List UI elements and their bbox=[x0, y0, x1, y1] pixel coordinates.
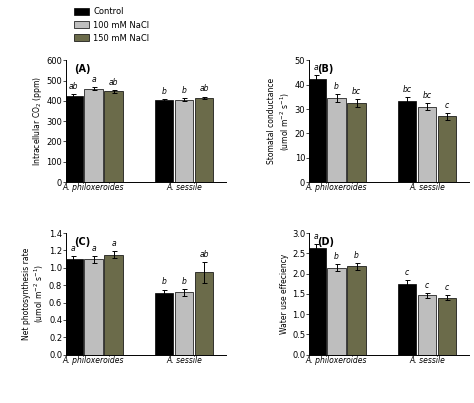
Text: c: c bbox=[405, 268, 409, 277]
Text: ab: ab bbox=[200, 250, 209, 259]
Bar bbox=[327, 98, 346, 182]
Text: a: a bbox=[91, 243, 96, 253]
Bar bbox=[104, 91, 123, 182]
Y-axis label: Intracellular CO$_2$ (ppm): Intracellular CO$_2$ (ppm) bbox=[30, 76, 44, 166]
Text: a: a bbox=[71, 243, 76, 253]
Text: b: b bbox=[162, 278, 166, 287]
Text: b: b bbox=[182, 86, 186, 95]
Bar bbox=[398, 284, 416, 355]
Text: c: c bbox=[445, 101, 449, 110]
Text: c: c bbox=[445, 283, 449, 293]
Text: a: a bbox=[314, 232, 319, 241]
Legend: Control, 100 mM NaCl, 150 mM NaCl: Control, 100 mM NaCl, 150 mM NaCl bbox=[71, 4, 153, 46]
Text: b: b bbox=[162, 87, 166, 96]
Bar bbox=[64, 96, 82, 182]
Bar bbox=[347, 266, 366, 355]
Text: a: a bbox=[111, 239, 116, 248]
Text: (D): (D) bbox=[318, 237, 334, 247]
Bar bbox=[195, 98, 213, 182]
Bar bbox=[438, 116, 456, 182]
Y-axis label: Net photosynthesis rate
(umol m$^{-2}$ s$^{-1}$): Net photosynthesis rate (umol m$^{-2}$ s… bbox=[22, 248, 46, 340]
Text: c: c bbox=[425, 280, 429, 290]
Bar bbox=[175, 100, 193, 182]
Bar bbox=[175, 292, 193, 355]
Text: bc: bc bbox=[402, 85, 411, 94]
Bar bbox=[155, 293, 173, 355]
Bar bbox=[438, 298, 456, 355]
Y-axis label: Stomatal conductance
(umol m$^{-2}$ s$^{-1}$): Stomatal conductance (umol m$^{-2}$ s$^{… bbox=[267, 78, 292, 164]
Text: a: a bbox=[314, 63, 319, 72]
Bar bbox=[347, 103, 366, 182]
Bar bbox=[104, 255, 123, 355]
Bar bbox=[84, 259, 103, 355]
Text: ab: ab bbox=[200, 85, 209, 93]
Text: (A): (A) bbox=[74, 64, 91, 74]
Bar bbox=[84, 89, 103, 182]
Text: b: b bbox=[182, 276, 186, 286]
Bar bbox=[64, 259, 82, 355]
Y-axis label: Water use effeciency: Water use effeciency bbox=[280, 254, 289, 334]
Bar bbox=[155, 100, 173, 182]
Text: (C): (C) bbox=[74, 237, 91, 247]
Text: a: a bbox=[91, 75, 96, 84]
Text: b: b bbox=[334, 83, 339, 91]
Bar bbox=[327, 268, 346, 355]
Text: b: b bbox=[334, 252, 339, 261]
Text: (B): (B) bbox=[318, 64, 334, 74]
Text: b: b bbox=[354, 251, 359, 260]
Text: bc: bc bbox=[422, 91, 432, 100]
Bar bbox=[307, 248, 326, 355]
Bar bbox=[195, 272, 213, 355]
Text: ab: ab bbox=[109, 78, 118, 87]
Text: ab: ab bbox=[69, 82, 78, 91]
Bar bbox=[418, 107, 436, 182]
Bar bbox=[418, 295, 436, 355]
Bar bbox=[307, 79, 326, 182]
Text: bc: bc bbox=[352, 87, 361, 96]
Bar bbox=[398, 101, 416, 182]
